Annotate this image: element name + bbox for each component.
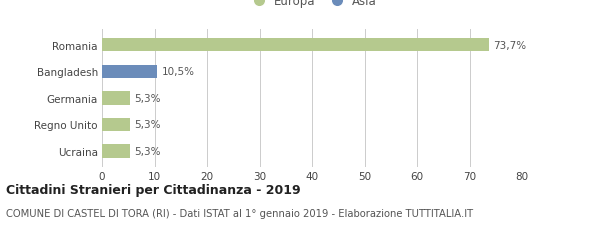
Bar <box>102 118 130 131</box>
Bar <box>102 65 157 79</box>
Legend: Europa, Asia: Europa, Asia <box>242 0 382 13</box>
Bar <box>102 145 130 158</box>
Text: 10,5%: 10,5% <box>161 67 194 77</box>
Text: 5,3%: 5,3% <box>134 120 161 130</box>
Text: 5,3%: 5,3% <box>134 146 161 156</box>
Text: Cittadini Stranieri per Cittadinanza - 2019: Cittadini Stranieri per Cittadinanza - 2… <box>6 183 301 196</box>
Text: COMUNE DI CASTEL DI TORA (RI) - Dati ISTAT al 1° gennaio 2019 - Elaborazione TUT: COMUNE DI CASTEL DI TORA (RI) - Dati IST… <box>6 208 473 218</box>
Text: 5,3%: 5,3% <box>134 93 161 104</box>
Bar <box>102 39 489 52</box>
Text: 73,7%: 73,7% <box>493 41 526 51</box>
Bar <box>102 92 130 105</box>
